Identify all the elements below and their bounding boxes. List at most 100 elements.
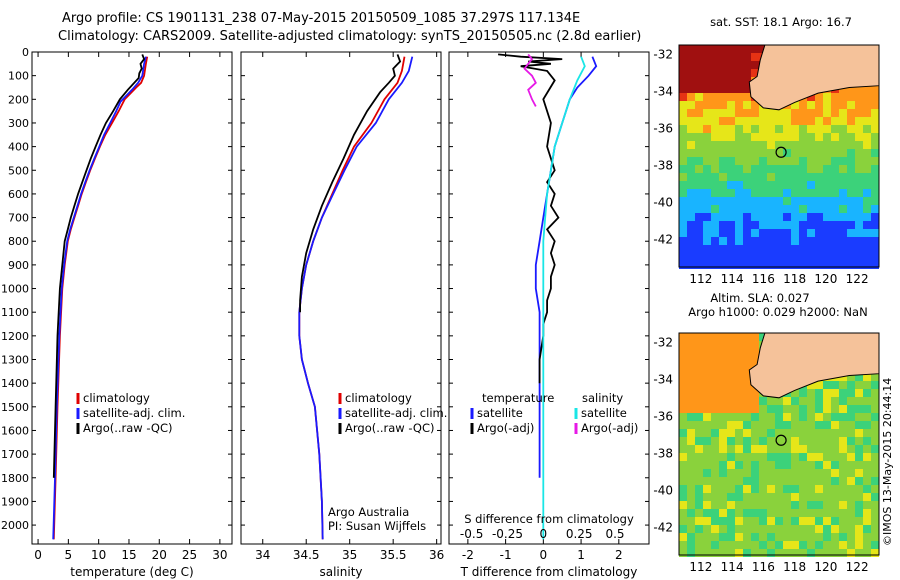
map-cell (847, 117, 855, 125)
map-cell (695, 77, 703, 85)
map-cell (871, 525, 879, 533)
map-cell (743, 477, 751, 485)
map-cell (831, 117, 839, 125)
map-cell (743, 517, 751, 525)
map-cell (727, 349, 735, 357)
map-cell (735, 333, 743, 341)
top-tick-label: -0.5 (460, 527, 483, 541)
map-cell (711, 453, 719, 461)
map-cell (823, 461, 831, 469)
map-cell (735, 397, 743, 405)
map-cell (759, 117, 767, 125)
map-cell (751, 173, 759, 181)
map-cell (775, 157, 783, 165)
map-cell (783, 189, 791, 197)
map-x-tick-label: 112 (689, 560, 712, 574)
map-cell (711, 165, 719, 173)
map-cell (831, 173, 839, 181)
map-cell (791, 389, 799, 397)
map-cell (679, 173, 687, 181)
map-cell (719, 333, 727, 341)
map-cell (807, 525, 815, 533)
map-cell (807, 189, 815, 197)
map-cell (759, 541, 767, 549)
y-tick-label: 1100 (1, 306, 29, 319)
map-cell (735, 509, 743, 517)
map-cell (695, 493, 703, 501)
map-cell (823, 189, 831, 197)
map-cell (711, 493, 719, 501)
map-cell (791, 525, 799, 533)
map-cell (687, 53, 695, 61)
map-cell (775, 253, 783, 261)
map-title: Altim. SLA: 0.027 (710, 291, 809, 305)
map-cell (855, 389, 863, 397)
map-cell (679, 405, 687, 413)
map-cell (751, 197, 759, 205)
map-cell (743, 341, 751, 349)
map-cell (703, 485, 711, 493)
map-cell (799, 477, 807, 485)
y-tick-label: 700 (8, 212, 29, 225)
map-cell (679, 365, 687, 373)
map-cell (703, 85, 711, 93)
map-cell (839, 133, 847, 141)
map-cell (799, 125, 807, 133)
map-cell (679, 397, 687, 405)
map-cell (743, 373, 751, 381)
map-cell (799, 509, 807, 517)
map-cell (767, 125, 775, 133)
y-tick-label: 300 (8, 117, 29, 130)
map-cell (775, 437, 783, 445)
map-cell (847, 413, 855, 421)
map-cell (871, 237, 879, 245)
map-cell (823, 413, 831, 421)
legend-label: climatology (345, 391, 412, 405)
map-cell (711, 101, 719, 109)
land-mass (748, 44, 880, 111)
map-cell (743, 469, 751, 477)
legend-label: Argo(..raw -QC) (345, 421, 435, 435)
map-cell (783, 149, 791, 157)
map-cell (735, 181, 743, 189)
map-cell (767, 157, 775, 165)
y-tick-label: 100 (8, 70, 29, 83)
map-cell (863, 429, 871, 437)
map-cell (863, 213, 871, 221)
map-cell (735, 61, 743, 69)
map-cell (695, 477, 703, 485)
map-cell (719, 477, 727, 485)
map-cell (847, 517, 855, 525)
map-cell (695, 525, 703, 533)
map-cell (711, 517, 719, 525)
map-cell (799, 141, 807, 149)
map-cell (791, 205, 799, 213)
map-cell (743, 141, 751, 149)
map-cell (751, 101, 759, 109)
map-cell (863, 85, 871, 93)
y-tick-label: 1900 (1, 495, 29, 508)
map-cell (807, 453, 815, 461)
map-cell (831, 525, 839, 533)
map-cell (847, 253, 855, 261)
map-cell (759, 405, 767, 413)
map-cell (743, 549, 751, 557)
map-cell (727, 101, 735, 109)
map-cell (719, 509, 727, 517)
map-cell (703, 109, 711, 117)
map-x-tick-label: 116 (752, 272, 775, 286)
map-cell (863, 413, 871, 421)
map-cell (855, 117, 863, 125)
map-cell (839, 453, 847, 461)
map-cell (823, 469, 831, 477)
map-cell (791, 485, 799, 493)
map-cell (823, 501, 831, 509)
map-cell (695, 413, 703, 421)
map-cell (751, 61, 759, 69)
map-cell (823, 125, 831, 133)
map-cell (767, 117, 775, 125)
map-cell (855, 93, 863, 101)
map-cell (727, 141, 735, 149)
map-cell (839, 157, 847, 165)
map-cell (679, 437, 687, 445)
